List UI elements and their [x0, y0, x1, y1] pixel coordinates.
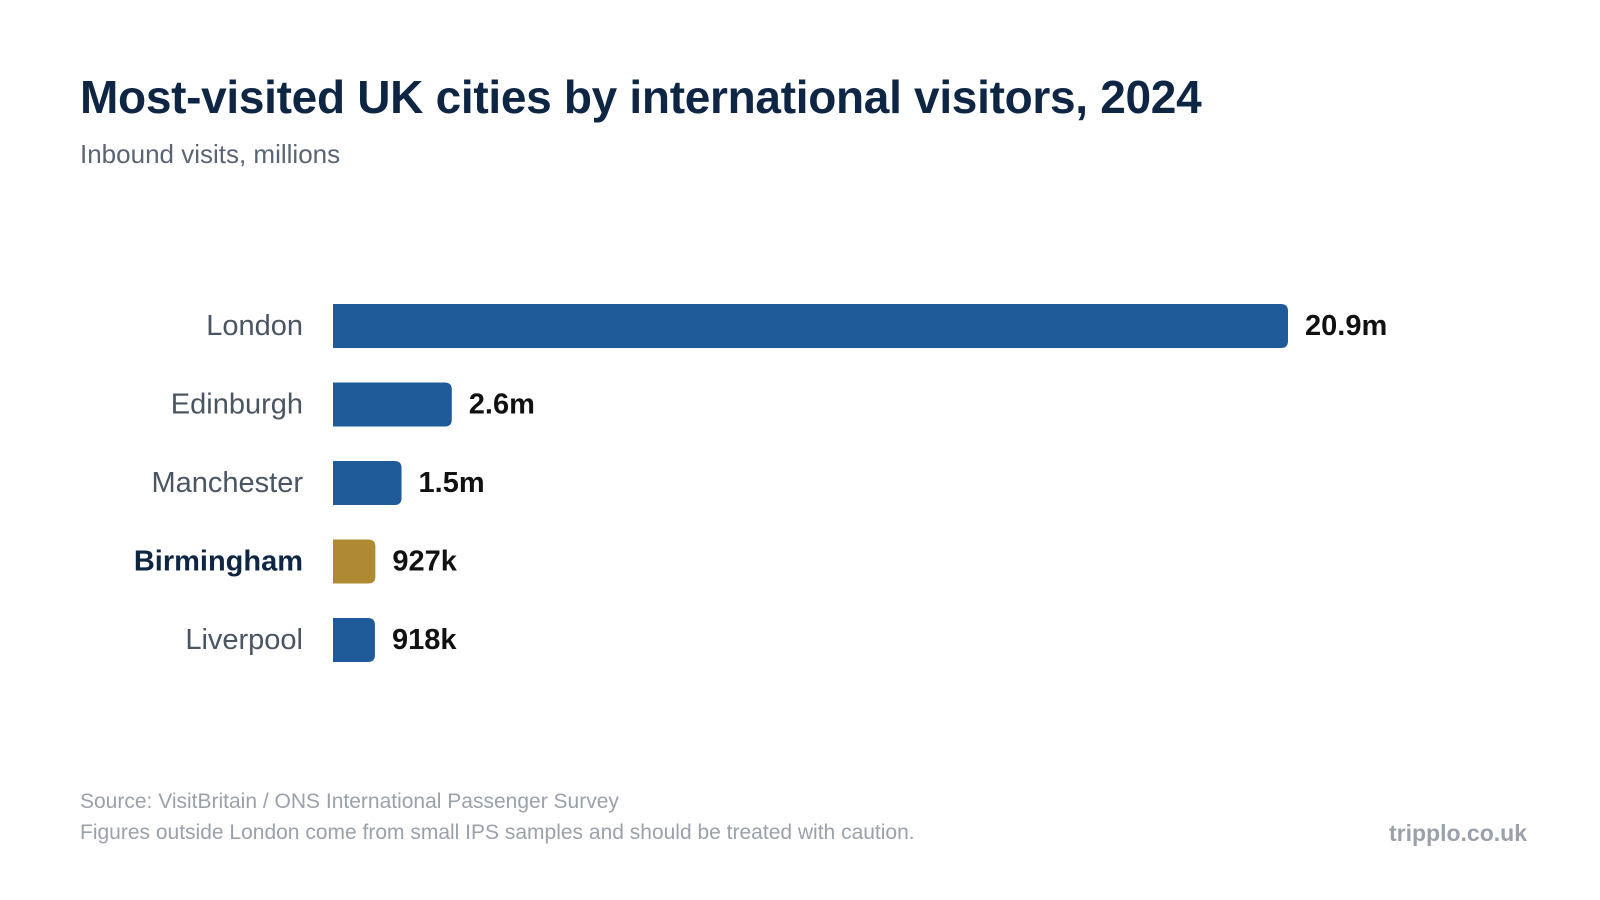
- chart-subtitle: Inbound visits, millions: [80, 139, 341, 169]
- brand-logo-text: tripplo.co.uk: [1389, 820, 1527, 846]
- bar-liverpool: [333, 618, 375, 662]
- value-label-birmingham: 927k: [392, 546, 457, 578]
- value-label-london: 20.9m: [1305, 310, 1387, 342]
- caution-note: Figures outside London come from small I…: [80, 821, 915, 844]
- category-label-london: London: [206, 310, 303, 342]
- category-label-manchester: Manchester: [151, 467, 303, 499]
- category-label-liverpool: Liverpool: [185, 624, 303, 656]
- category-label-birmingham: Birmingham: [134, 546, 303, 578]
- category-label-edinburgh: Edinburgh: [171, 389, 303, 421]
- value-label-liverpool: 918k: [392, 624, 457, 656]
- bar-manchester: [333, 461, 402, 505]
- bar-edinburgh: [333, 382, 452, 427]
- value-label-edinburgh: 2.6m: [469, 389, 535, 421]
- chart-title: Most-visited UK cities by international …: [80, 71, 1202, 123]
- bar-london: [333, 304, 1288, 348]
- bar-birmingham: [333, 539, 376, 584]
- source-note: Source: VisitBritain / ONS International…: [80, 790, 619, 813]
- value-label-manchester: 1.5m: [419, 467, 485, 499]
